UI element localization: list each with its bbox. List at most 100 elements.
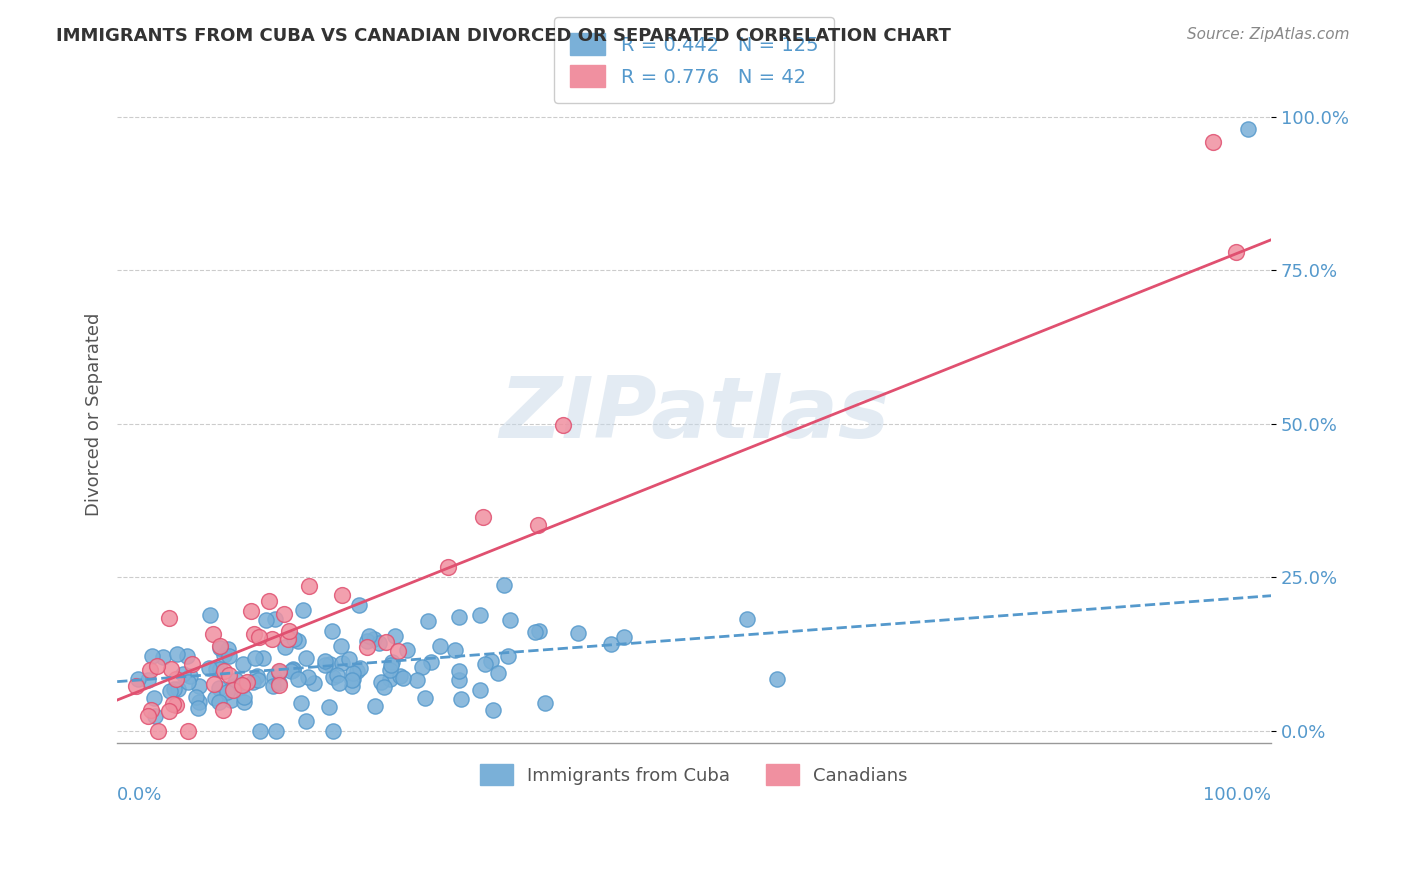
Point xyxy=(384,629,406,643)
Point xyxy=(198,607,221,622)
Point xyxy=(1202,135,1225,149)
Point xyxy=(492,577,515,591)
Point xyxy=(534,696,557,710)
Point xyxy=(252,651,274,665)
Point xyxy=(160,662,183,676)
Point xyxy=(370,674,392,689)
Point xyxy=(246,669,269,683)
Point xyxy=(157,611,180,625)
Point xyxy=(254,614,277,628)
Point xyxy=(188,695,211,709)
Point xyxy=(364,698,387,713)
Point xyxy=(499,613,522,627)
Point xyxy=(162,681,184,696)
Point xyxy=(146,723,169,738)
Point xyxy=(328,676,350,690)
Point xyxy=(447,673,470,688)
Point xyxy=(468,607,491,622)
Point xyxy=(231,678,253,692)
Point xyxy=(267,665,290,679)
Text: 100.0%: 100.0% xyxy=(1204,786,1271,804)
Point xyxy=(295,714,318,729)
Point xyxy=(263,670,285,684)
Point xyxy=(340,673,363,687)
Point xyxy=(165,672,187,686)
Point xyxy=(243,651,266,665)
Point xyxy=(298,579,321,593)
Point xyxy=(395,643,418,657)
Text: ZIPatlas: ZIPatlas xyxy=(499,373,889,456)
Point xyxy=(337,651,360,665)
Point xyxy=(139,663,162,677)
Point xyxy=(281,662,304,676)
Point xyxy=(526,518,548,533)
Point xyxy=(187,700,209,714)
Point xyxy=(225,673,247,688)
Point xyxy=(450,692,472,706)
Point xyxy=(479,654,502,668)
Text: 0.0%: 0.0% xyxy=(117,786,163,804)
Point xyxy=(349,661,371,675)
Point xyxy=(613,630,636,644)
Point xyxy=(207,681,229,695)
Point xyxy=(380,657,402,672)
Point xyxy=(482,703,505,717)
Point xyxy=(295,651,318,665)
Point xyxy=(314,658,336,673)
Point xyxy=(551,418,574,433)
Point xyxy=(219,693,242,707)
Point xyxy=(319,657,342,672)
Point xyxy=(243,627,266,641)
Point xyxy=(262,632,284,647)
Point xyxy=(470,682,492,697)
Text: IMMIGRANTS FROM CUBA VS CANADIAN DIVORCED OR SEPARATED CORRELATION CHART: IMMIGRANTS FROM CUBA VS CANADIAN DIVORCE… xyxy=(56,27,950,45)
Point xyxy=(277,632,299,646)
Point xyxy=(346,665,368,679)
Point xyxy=(378,673,401,687)
Point xyxy=(322,723,344,738)
Point xyxy=(177,723,200,738)
Point xyxy=(340,679,363,693)
Point xyxy=(567,626,589,640)
Point xyxy=(356,633,378,648)
Point xyxy=(212,664,235,678)
Point xyxy=(179,669,201,683)
Point xyxy=(215,685,238,699)
Point xyxy=(523,624,546,639)
Point xyxy=(166,648,188,662)
Point xyxy=(318,699,340,714)
Point xyxy=(392,671,415,685)
Point xyxy=(1237,122,1260,136)
Point xyxy=(437,560,460,574)
Point xyxy=(287,633,309,648)
Point xyxy=(198,661,221,675)
Point xyxy=(273,607,295,622)
Point xyxy=(222,682,245,697)
Point xyxy=(172,666,194,681)
Point xyxy=(356,640,378,655)
Point xyxy=(325,668,347,682)
Point xyxy=(139,703,162,717)
Point xyxy=(373,680,395,694)
Point xyxy=(204,691,226,706)
Point xyxy=(202,677,225,691)
Point xyxy=(419,655,441,669)
Point xyxy=(291,602,314,616)
Point xyxy=(599,637,621,651)
Point xyxy=(290,696,312,710)
Point xyxy=(387,644,409,658)
Point xyxy=(266,723,288,738)
Point xyxy=(167,681,190,696)
Point xyxy=(264,612,287,626)
Point xyxy=(321,624,343,639)
Point xyxy=(766,673,789,687)
Point xyxy=(342,665,364,680)
Point xyxy=(280,664,302,678)
Point xyxy=(330,588,353,602)
Point xyxy=(233,690,256,704)
Point xyxy=(447,664,470,678)
Point xyxy=(221,680,243,694)
Y-axis label: Divorced or Separated: Divorced or Separated xyxy=(86,313,103,516)
Point xyxy=(176,648,198,663)
Point xyxy=(211,703,233,717)
